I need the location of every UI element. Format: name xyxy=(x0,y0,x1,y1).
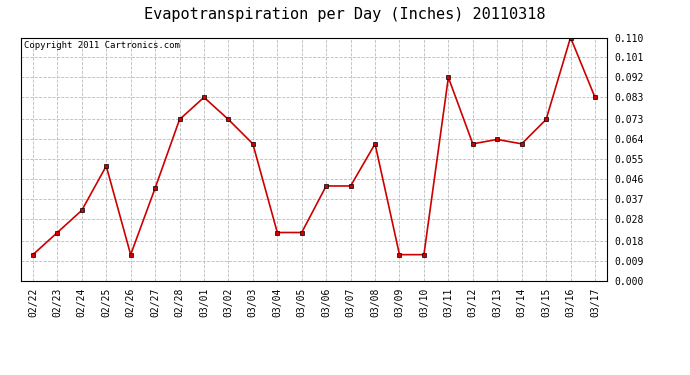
Text: Copyright 2011 Cartronics.com: Copyright 2011 Cartronics.com xyxy=(23,41,179,50)
Text: Evapotranspiration per Day (Inches) 20110318: Evapotranspiration per Day (Inches) 2011… xyxy=(144,8,546,22)
